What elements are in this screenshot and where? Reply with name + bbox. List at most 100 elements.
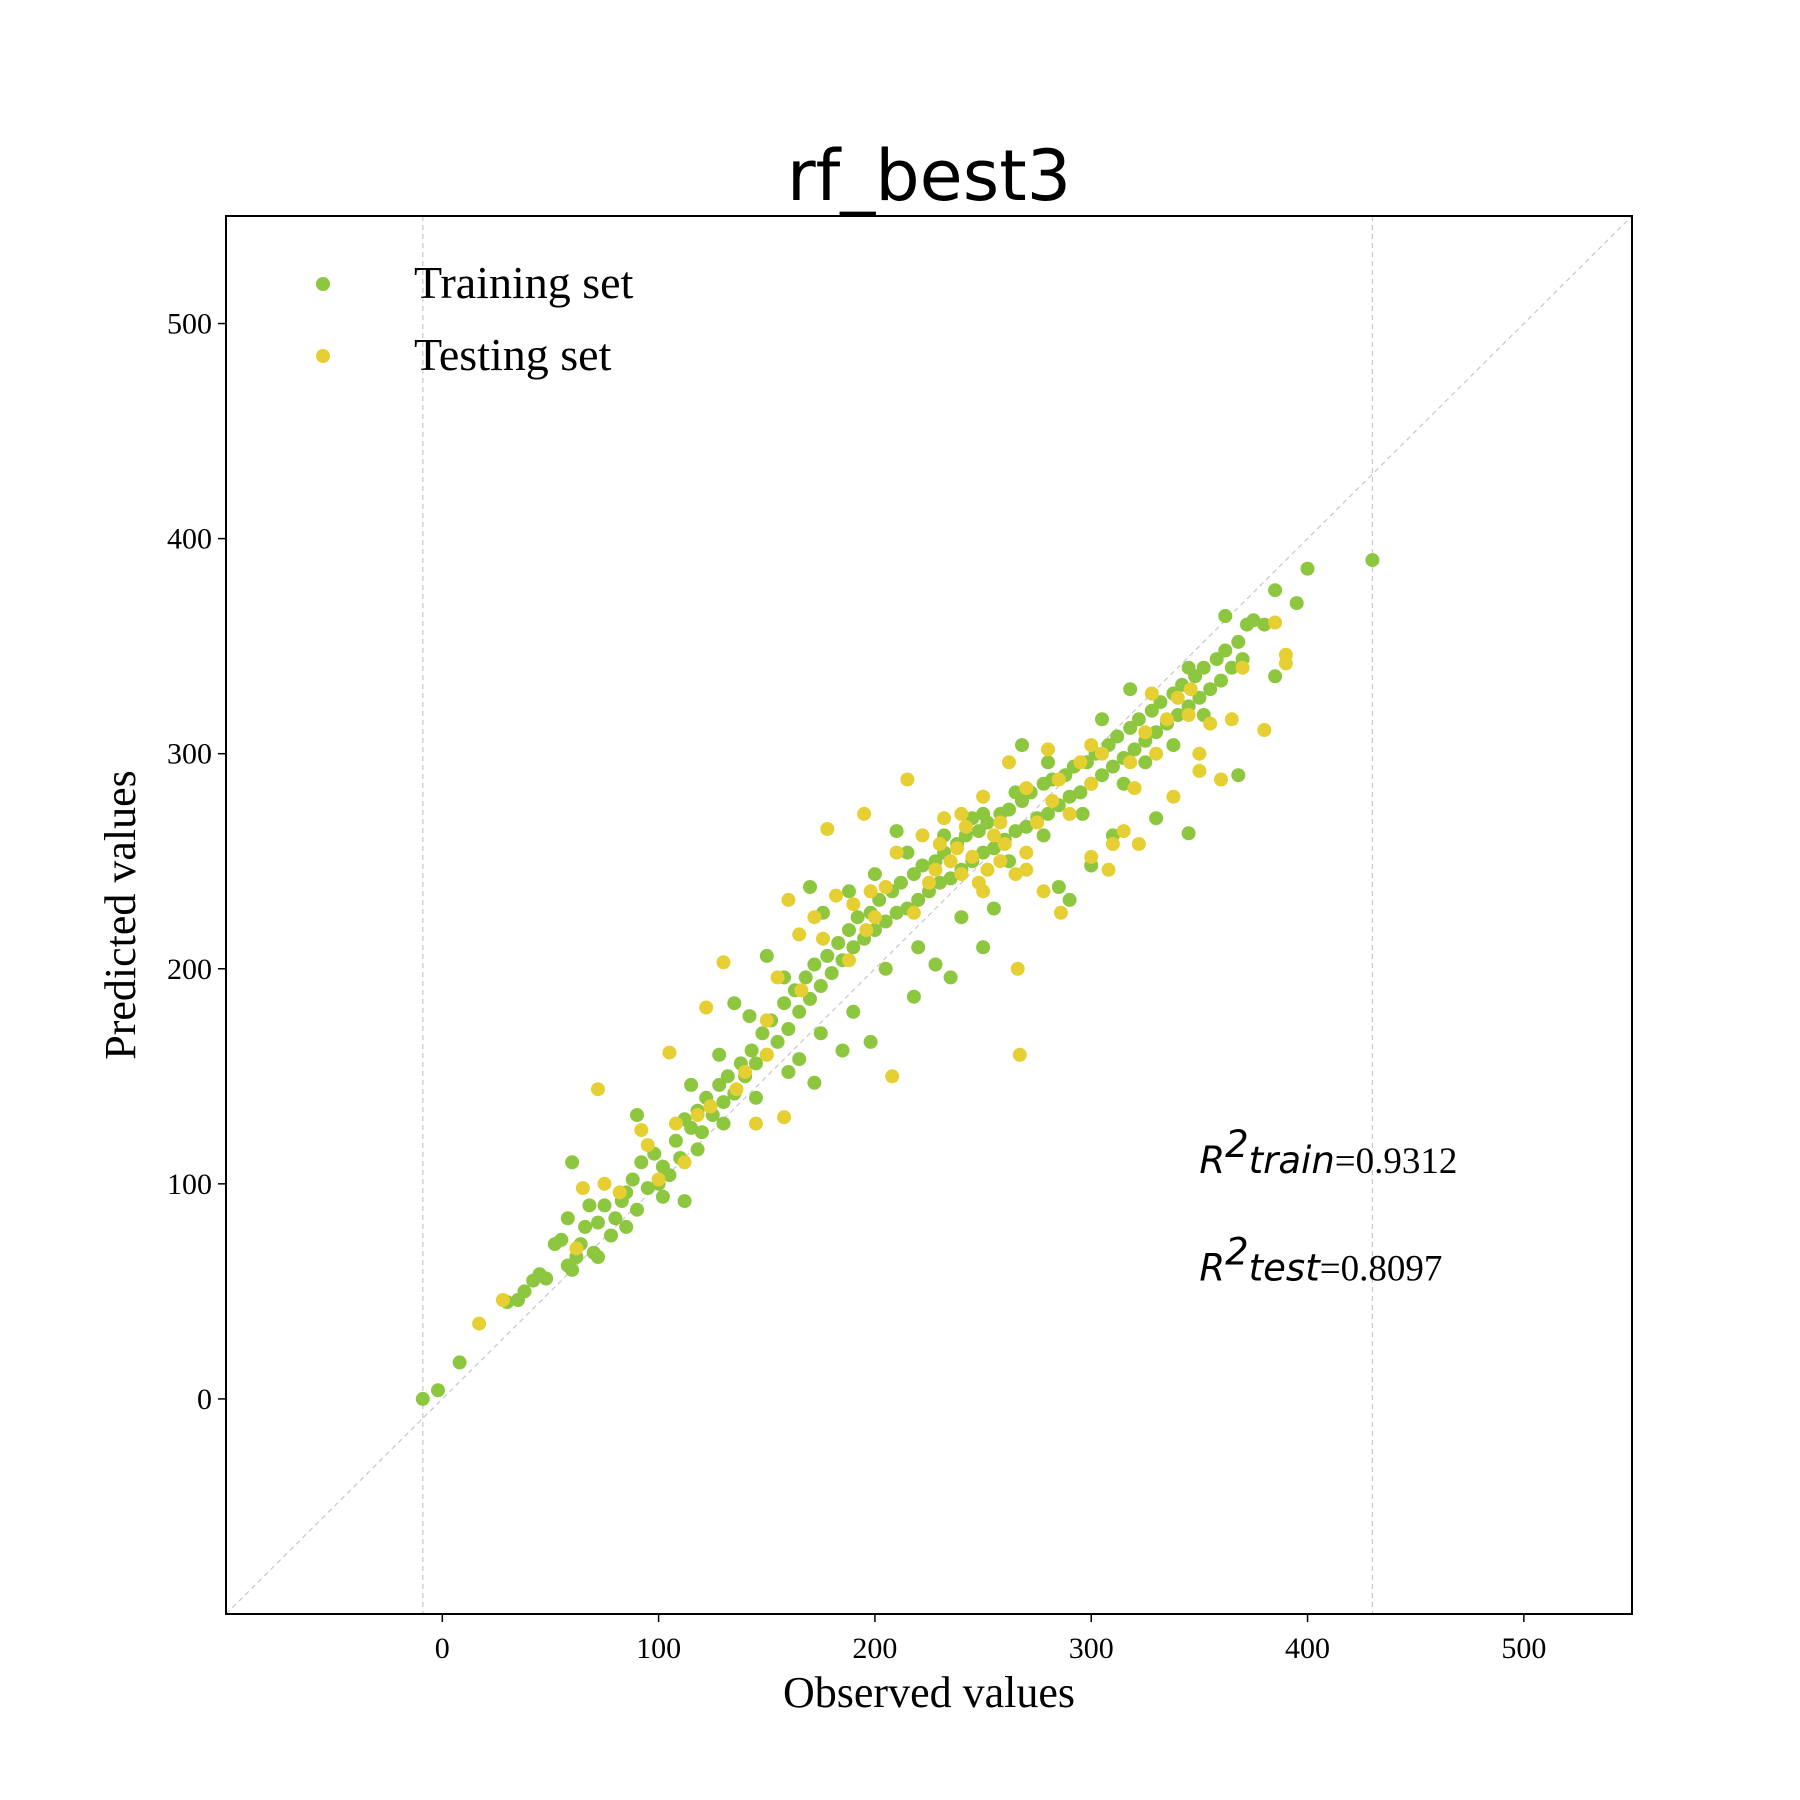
- data-point: [1203, 682, 1218, 697]
- data-point: [1181, 708, 1196, 722]
- data-point: [954, 867, 969, 882]
- legend-label-training: Training set: [414, 257, 634, 308]
- data-point: [878, 880, 893, 894]
- y-axis-label: Predicted values: [96, 770, 145, 1060]
- data-point: [965, 849, 980, 864]
- data-point: [1192, 690, 1207, 705]
- data-point: [1073, 755, 1088, 770]
- data-point: [630, 1202, 644, 1217]
- data-point: [932, 837, 947, 851]
- data-point: [1218, 643, 1233, 658]
- data-point: [1105, 759, 1120, 774]
- data-point: [1073, 785, 1088, 800]
- data-point: [1062, 789, 1077, 804]
- data-point: [1365, 553, 1380, 568]
- data-point: [1278, 656, 1293, 671]
- data-point: [842, 923, 856, 938]
- data-point: [1149, 746, 1164, 761]
- data-point: [1257, 723, 1272, 737]
- data-point: [703, 1099, 718, 1114]
- data-point: [954, 910, 969, 925]
- data-point: [1095, 712, 1109, 727]
- data-point: [742, 1009, 757, 1024]
- data-point: [640, 1138, 655, 1153]
- y-tick-label: 0: [197, 1383, 212, 1416]
- data-point: [928, 957, 943, 972]
- data-point: [716, 955, 731, 970]
- data-point: [684, 1077, 699, 1092]
- data-point: [608, 1211, 623, 1226]
- chart-title: rf_best3: [787, 135, 1071, 217]
- data-point: [1053, 905, 1068, 920]
- x-tick-label: 0: [435, 1632, 450, 1665]
- data-point: [1235, 660, 1250, 675]
- data-point: [777, 996, 792, 1011]
- data-point: [850, 910, 865, 925]
- data-point: [619, 1219, 634, 1234]
- data-point: [472, 1316, 487, 1331]
- data-point: [634, 1155, 649, 1170]
- data-point: [980, 862, 995, 877]
- data-point: [1127, 781, 1142, 796]
- data-point: [1019, 845, 1034, 860]
- data-point: [582, 1198, 597, 1213]
- data-point: [1123, 720, 1138, 735]
- r2-test-name: test: [1249, 1247, 1322, 1290]
- data-point: [591, 1082, 605, 1097]
- data-point: [1246, 613, 1261, 628]
- data-point: [749, 1090, 763, 1105]
- data-point: [1084, 738, 1099, 753]
- data-point: [1181, 826, 1196, 841]
- x-axis-label: Observed values: [783, 1668, 1075, 1717]
- data-point: [699, 1000, 714, 1015]
- data-point: [889, 905, 904, 920]
- data-point: [816, 931, 830, 946]
- legend-marker-testing: [316, 349, 330, 363]
- data-point: [668, 1116, 683, 1131]
- data-point: [1149, 725, 1164, 740]
- data-point: [878, 961, 893, 976]
- y-tick-label: 400: [167, 523, 212, 556]
- data-point: [906, 905, 921, 920]
- data-point: [1084, 776, 1099, 791]
- x-tick-label: 400: [1285, 1632, 1330, 1665]
- data-point: [1075, 806, 1090, 821]
- r2-test-annotation: R2test=0.8097: [1199, 1231, 1442, 1290]
- reference-lines: [225, 215, 1633, 1615]
- data-point: [1123, 755, 1138, 770]
- data-point: [1062, 892, 1077, 907]
- data-point: [798, 970, 813, 985]
- data-point: [859, 923, 874, 938]
- data-point: [1041, 755, 1055, 770]
- data-point: [539, 1271, 554, 1286]
- data-point: [677, 1155, 692, 1170]
- data-point: [1036, 884, 1051, 899]
- data-point: [777, 1110, 792, 1125]
- data-point: [716, 1116, 731, 1131]
- data-point: [1002, 755, 1016, 770]
- data-point: [986, 901, 1001, 916]
- diagonal-reference-line: [225, 215, 1633, 1615]
- data-point: [1289, 596, 1304, 611]
- data-point: [651, 1172, 666, 1187]
- data-point: [625, 1172, 640, 1187]
- data-point: [560, 1258, 575, 1273]
- data-point: [1019, 862, 1034, 877]
- data-point: [1170, 708, 1185, 722]
- data-point: [630, 1108, 644, 1122]
- data-point: [885, 1069, 900, 1084]
- data-point: [597, 1198, 612, 1213]
- data-point: [863, 884, 878, 899]
- plot-area-frame: [225, 215, 1633, 1615]
- data-point: [565, 1155, 580, 1170]
- data-point: [937, 811, 952, 826]
- data-point: [1008, 867, 1023, 882]
- data-point: [976, 789, 991, 804]
- data-point: [1203, 716, 1218, 731]
- data-point: [770, 970, 785, 985]
- x-tick-label: 100: [636, 1632, 681, 1665]
- data-point: [712, 1047, 727, 1062]
- data-point: [863, 1034, 878, 1049]
